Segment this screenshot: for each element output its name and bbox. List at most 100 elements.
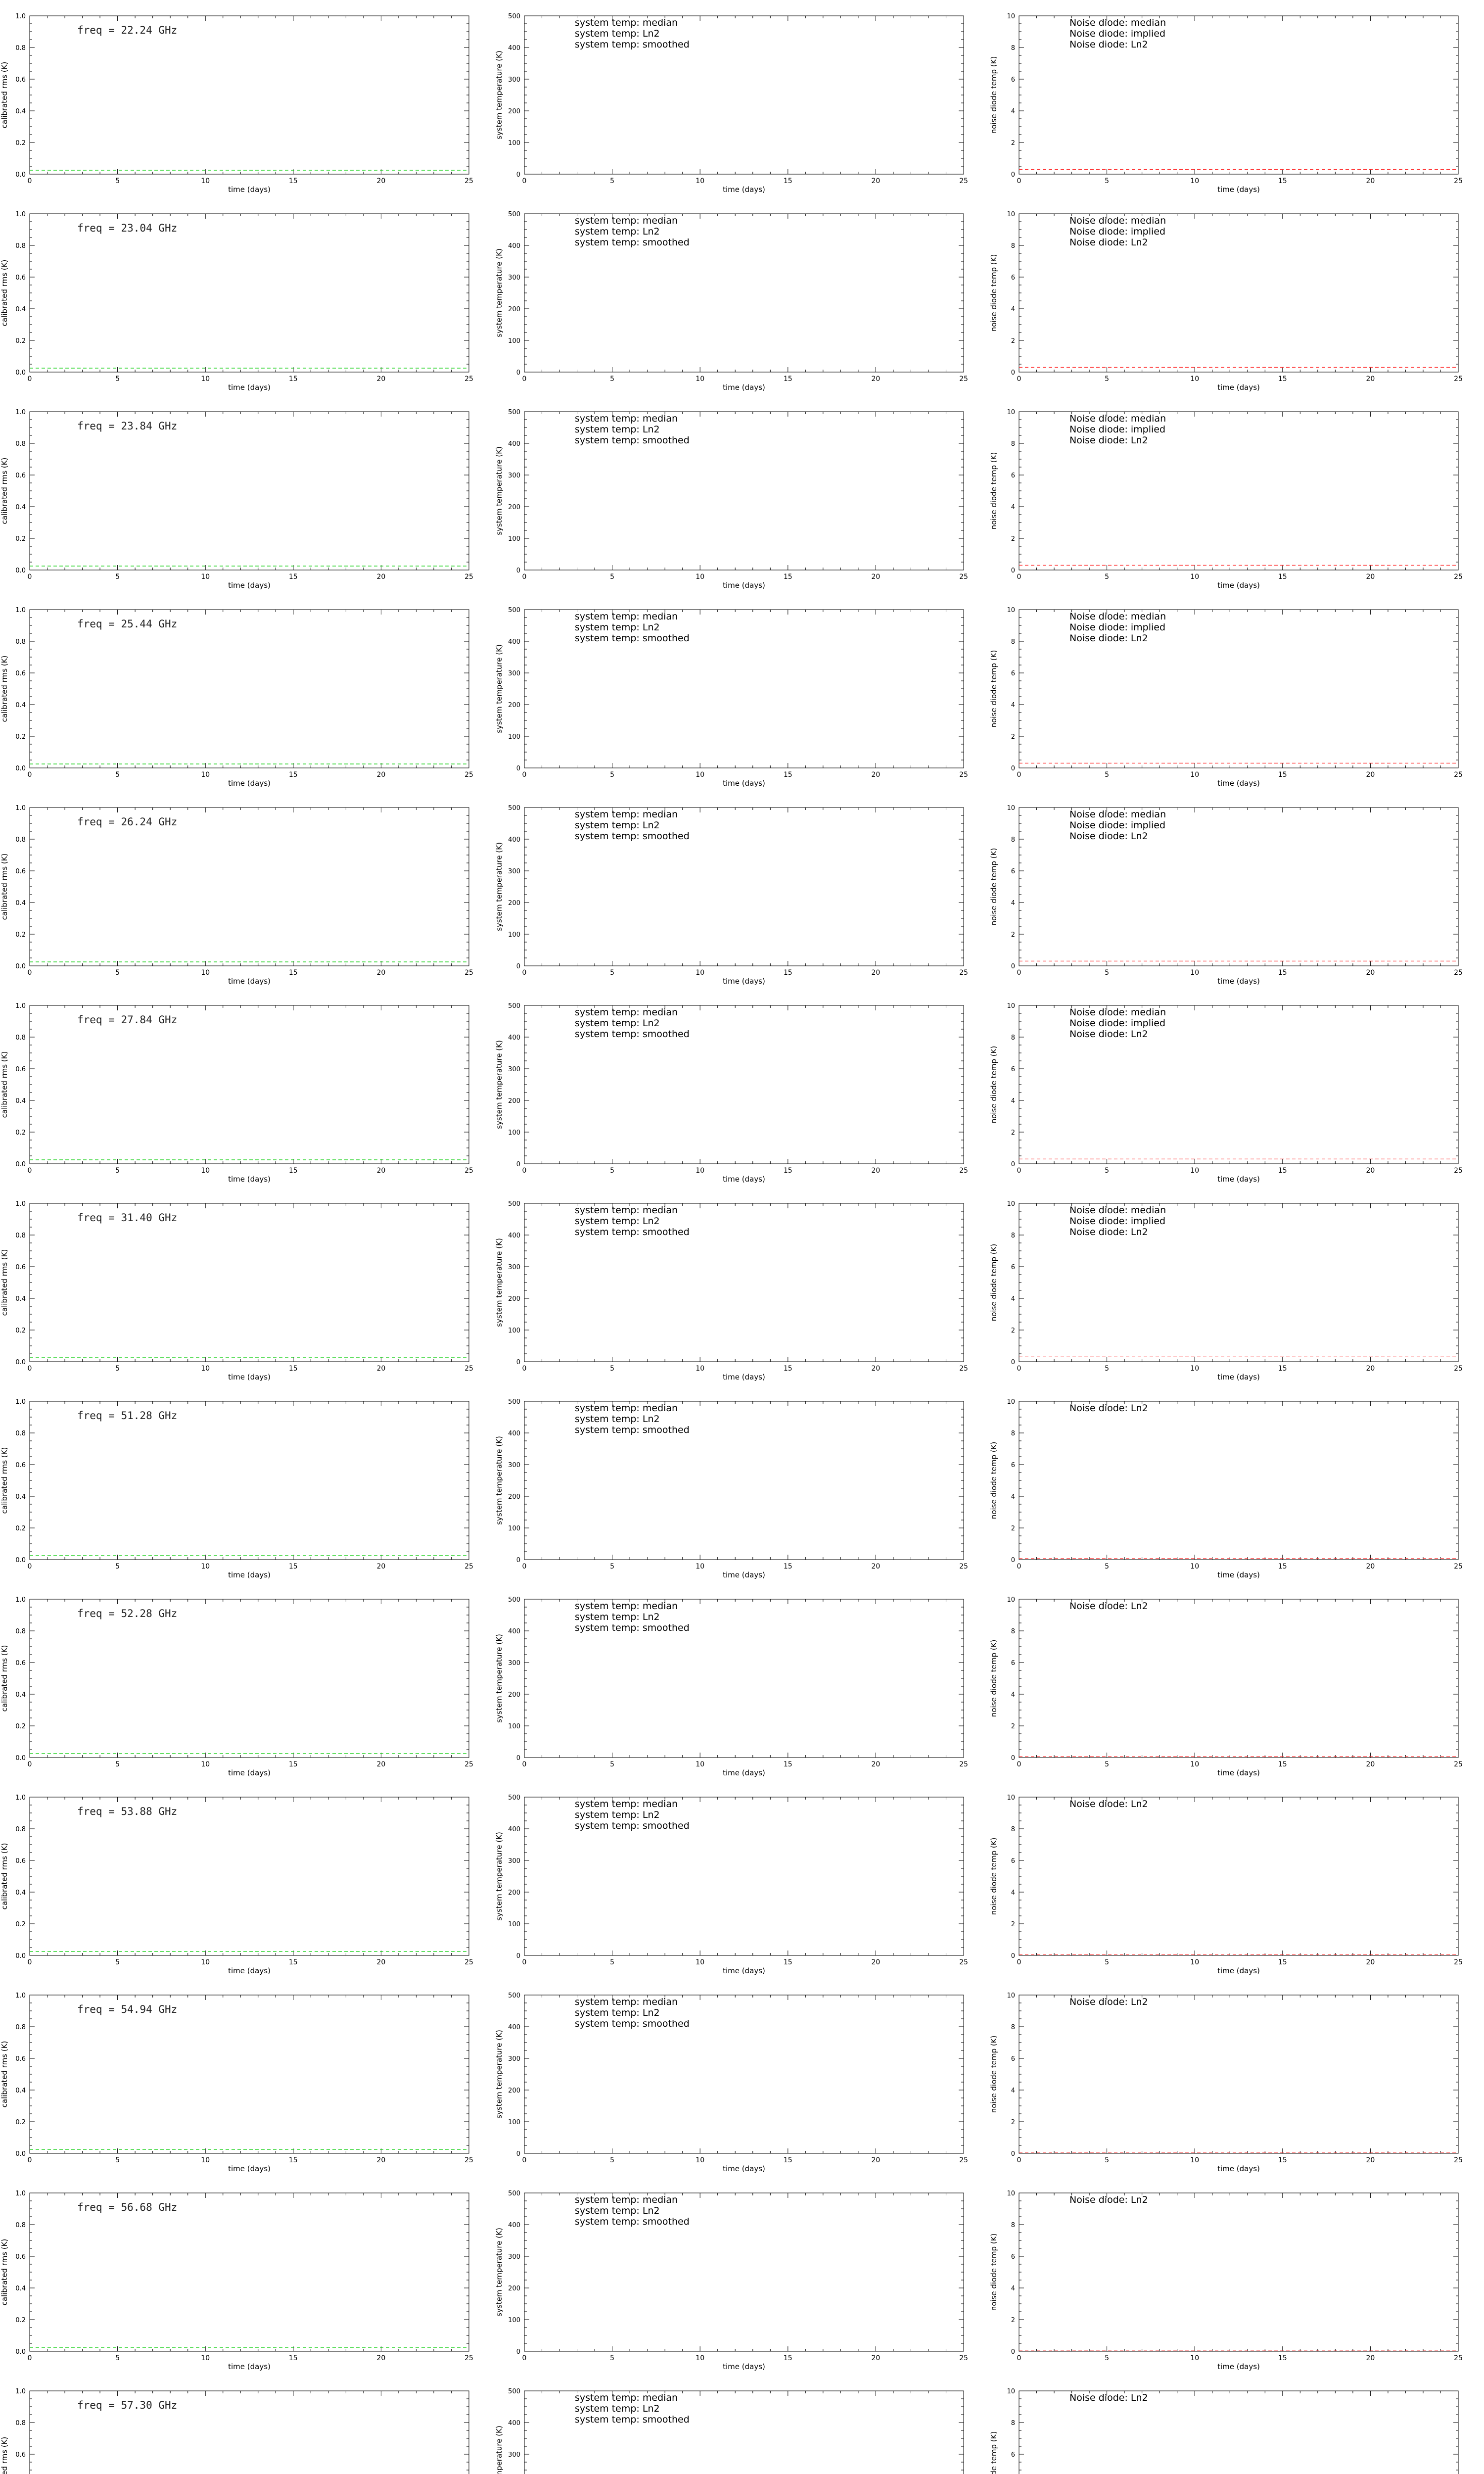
- svg-text:200: 200: [508, 702, 520, 709]
- y-axis-label: system temperature (K): [495, 2030, 504, 2119]
- svg-text:500: 500: [508, 805, 520, 812]
- svg-text:0.0: 0.0: [15, 369, 26, 377]
- legend-entry: Noise diode: median: [1069, 1205, 1166, 1216]
- svg-text:25: 25: [1454, 573, 1463, 581]
- plot-frame: [1019, 1797, 1459, 1956]
- svg-text:400: 400: [508, 2420, 520, 2427]
- svg-text:25: 25: [1454, 771, 1463, 779]
- svg-text:5: 5: [610, 177, 614, 185]
- svg-text:4: 4: [1011, 1889, 1015, 1897]
- y-axis-label: noise diode temp (K): [989, 2431, 998, 2474]
- svg-text:0.6: 0.6: [15, 472, 26, 479]
- svg-text:10: 10: [1190, 1365, 1199, 1373]
- axis-tick-labels: 0 5 10 15 20 25 0 2 4 6 8 10: [1007, 1794, 1462, 1966]
- x-axis-label: time (days): [228, 185, 271, 194]
- x-axis-label: time (days): [228, 1570, 271, 1579]
- svg-text:6: 6: [1011, 274, 1015, 282]
- chart-systemp-row5: 0 5 10 15 20 25 0 100 200 300 400 500 system tempera…: [495, 805, 968, 986]
- svg-text:300: 300: [508, 868, 520, 875]
- svg-text:0: 0: [28, 2156, 32, 2164]
- legend-entry: system temp: smoothed: [575, 1425, 690, 1435]
- svg-text:5: 5: [115, 2354, 120, 2362]
- svg-text:6: 6: [1011, 1462, 1015, 1469]
- svg-text:0.8: 0.8: [15, 440, 26, 448]
- svg-text:100: 100: [508, 337, 520, 345]
- svg-text:10: 10: [1190, 1167, 1199, 1175]
- svg-text:400: 400: [508, 1034, 520, 1042]
- svg-text:5: 5: [115, 1167, 120, 1175]
- svg-text:5: 5: [115, 573, 120, 581]
- x-axis-label: time (days): [228, 581, 271, 590]
- svg-text:5: 5: [610, 771, 614, 779]
- svg-text:15: 15: [289, 573, 298, 581]
- svg-text:0.4: 0.4: [15, 702, 26, 709]
- x-axis-label: time (days): [1217, 1373, 1260, 1381]
- svg-text:10: 10: [201, 375, 210, 383]
- x-axis-label: time (days): [228, 1768, 271, 1777]
- svg-text:0: 0: [1011, 1952, 1015, 1960]
- axis-tick-labels: 0 5 10 15 20 25 0 2 4 6 8 10: [1007, 1992, 1462, 2164]
- axis-ticks: [29, 1995, 469, 2154]
- plot-cell-row6-col2: 0 5 10 15 20 25 0 100 200 300 400 500 system tempera…: [495, 990, 989, 1188]
- svg-text:0: 0: [516, 171, 520, 179]
- plot-cell-row1-col2: 0 5 10 15 20 25 0 100 200 300 400 500 system tempera…: [495, 0, 989, 198]
- freq-label: freq = 51.28 GHz: [77, 1410, 177, 1422]
- legend-entry: system temp: smoothed: [575, 435, 690, 446]
- svg-text:500: 500: [508, 409, 520, 416]
- svg-text:0: 0: [522, 969, 527, 977]
- svg-text:500: 500: [508, 1002, 520, 1010]
- plot-frame: [1019, 2192, 1459, 2352]
- svg-text:0: 0: [1017, 1365, 1021, 1373]
- svg-text:10: 10: [1190, 2156, 1199, 2164]
- axis-ticks: [29, 807, 469, 966]
- x-axis-label: time (days): [1217, 1175, 1260, 1184]
- y-axis-label: system temperature (K): [495, 2228, 504, 2317]
- svg-text:0: 0: [28, 1563, 32, 1570]
- legend-entry: system temp: Ln2: [575, 2403, 660, 2414]
- svg-text:15: 15: [289, 375, 298, 383]
- svg-text:25: 25: [959, 375, 968, 383]
- svg-text:10: 10: [201, 1958, 210, 1966]
- svg-text:1.0: 1.0: [15, 409, 26, 416]
- svg-text:20: 20: [1366, 969, 1375, 977]
- svg-text:5: 5: [115, 969, 120, 977]
- plot-cell-row10-col3: 0 5 10 15 20 25 0 2 4 6 8 10 noise diode temp (K) tim…: [989, 1781, 1484, 1979]
- svg-text:8: 8: [1011, 1826, 1015, 1833]
- svg-text:1.0: 1.0: [15, 607, 26, 614]
- svg-text:10: 10: [201, 1365, 210, 1373]
- svg-text:8: 8: [1011, 242, 1015, 250]
- svg-text:4: 4: [1011, 504, 1015, 511]
- svg-text:0: 0: [1017, 573, 1021, 581]
- svg-text:15: 15: [1278, 1760, 1287, 1768]
- svg-text:2: 2: [1011, 535, 1015, 543]
- chart-systemp-row1: 0 5 10 15 20 25 0 100 200 300 400 500 system tempera…: [495, 13, 968, 194]
- x-axis-label: time (days): [723, 1966, 765, 1975]
- x-axis-label: time (days): [723, 1570, 765, 1579]
- svg-text:2: 2: [1011, 1525, 1015, 1532]
- chart-rms-row6: 0 5 10 15 20 25 0.0 0.2 0.4 0.6 0.8 1.0 calibrated r…: [0, 1002, 473, 1184]
- axis-ticks: [1019, 411, 1459, 571]
- y-axis-label: noise diode temp (K): [989, 1244, 998, 1322]
- svg-text:0.6: 0.6: [15, 1462, 26, 1469]
- svg-text:2: 2: [1011, 1129, 1015, 1137]
- svg-text:25: 25: [959, 1563, 968, 1570]
- legend-entry: Noise diode: Ln2: [1069, 1799, 1148, 1809]
- svg-text:6: 6: [1011, 472, 1015, 479]
- axis-tick-labels: 0 5 10 15 20 25 0 2 4 6 8 10: [1007, 409, 1462, 581]
- svg-text:0: 0: [516, 1161, 520, 1168]
- svg-text:0: 0: [1017, 375, 1021, 383]
- svg-text:500: 500: [508, 1794, 520, 1802]
- svg-text:0.0: 0.0: [15, 1755, 26, 1762]
- x-axis-label: time (days): [1217, 2164, 1260, 2173]
- svg-text:0.2: 0.2: [15, 931, 26, 939]
- plot-frame: [29, 2192, 469, 2352]
- svg-text:5: 5: [115, 771, 120, 779]
- svg-text:25: 25: [464, 1760, 473, 1768]
- legend-entry: system temp: Ln2: [575, 622, 660, 633]
